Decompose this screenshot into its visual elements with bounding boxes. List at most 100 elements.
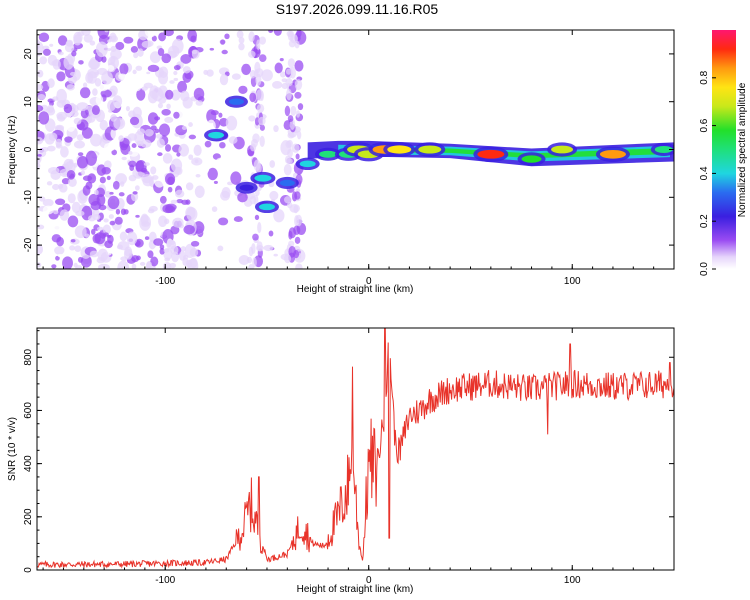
spectrogram-noise-cell (129, 185, 135, 191)
snr-xtick-label: 0 (366, 575, 372, 586)
spectrogram-noise-cell (67, 193, 76, 204)
colorbar-label: Normalized spectral amplitude (737, 82, 748, 217)
spectrogram-noise-cell (158, 32, 166, 42)
spectrogram-noise-cell (189, 247, 199, 257)
spectrogram-noise-cell (123, 209, 129, 215)
spectrogram-noise-cell (110, 114, 117, 122)
spectrogram-noise-cell (295, 153, 300, 160)
spectrogram-noise-cell (170, 158, 183, 173)
spectrogram-noise-cell (295, 214, 303, 227)
spectrogram-noise-cell (238, 42, 245, 51)
spectrogram-noise-cell (112, 180, 120, 190)
spectrogram-noise-cell (46, 181, 53, 186)
spectrogram-noise-cell (52, 96, 59, 101)
spectrogram-noise-cell (158, 215, 168, 228)
spectrogram-noise-cell (256, 241, 263, 252)
spectrogram-noise-cell (107, 195, 120, 210)
spectrogram-noise-cell (258, 54, 267, 63)
spectrogram-noise-cell (63, 103, 73, 114)
snr-chart: -100 0 100 0 200 400 600 800 Height of straight… (7, 327, 675, 595)
spectrogram-noise-cell (220, 39, 226, 45)
spectrogram-noise-cell (69, 71, 77, 77)
spectrogram-noise-cell (248, 115, 256, 122)
spectrogram-noise-cell (51, 264, 57, 269)
spectrogram-noise-cell (146, 261, 152, 269)
spectrogram-noise-cell (258, 116, 266, 126)
spectrogram-noise-cell (123, 36, 134, 44)
spectrogram-noise-cell (218, 112, 223, 118)
spectrogram-noise-cell (137, 48, 144, 57)
spectrogram-noise-cell (76, 102, 89, 112)
spectrogram-noise-cell (58, 51, 64, 56)
spectrogram-noise-cell (233, 216, 243, 223)
spectrogram-noise-cell (99, 176, 106, 184)
spectrogram-peak (208, 131, 225, 139)
spectrogram-noise-cell (132, 69, 137, 75)
spectrogram-noise-cell (103, 232, 109, 237)
spectrogram-noise-cell (104, 240, 113, 249)
spectrogram-noise-cell (37, 41, 44, 57)
spectrogram-noise-cell (169, 262, 177, 269)
spectrogram-noise-cell (85, 150, 97, 166)
spectrogram-noise-cell (173, 111, 180, 119)
spectrogram-noise-cell (263, 244, 274, 252)
spectrogram-noise-cell (249, 70, 256, 79)
spectrogram-noise-cell (43, 251, 54, 259)
spectrogram-xtick-label: 0 (366, 276, 372, 287)
spectrogram-noise-cell (48, 132, 58, 142)
spectrogram-noise-cell (82, 175, 93, 182)
spectrogram-noise-cell (119, 63, 129, 75)
spectrogram-noise-cell (56, 141, 61, 148)
spectrogram-ylabel: Frequency (Hz) (7, 116, 18, 185)
spectrogram-noise-cell (37, 154, 42, 157)
spectrogram-noise-cell (164, 116, 174, 124)
spectrogram-noise-cell (53, 209, 59, 215)
spectrogram-noise-cell (254, 61, 261, 74)
spectrogram-noise-cell (158, 123, 171, 137)
spectrogram-noise-cell (285, 140, 292, 149)
spectrogram-noise-cell (188, 134, 197, 140)
spectrogram-noise-cell (85, 72, 94, 84)
spectrogram-noise-cell (241, 63, 252, 76)
spectrogram-noise-cell (195, 174, 201, 178)
spectrogram-noise-cell (92, 88, 98, 96)
snr-ytick-label: 600 (23, 402, 34, 419)
spectrogram-peak (279, 179, 295, 187)
spectrogram-noise-cell (47, 54, 58, 66)
spectrogram-noise-cell (106, 175, 111, 181)
spectrogram-noise-cell (269, 190, 279, 201)
spectrogram-noise-cell (67, 215, 79, 228)
spectrogram-noise-cell (113, 117, 126, 130)
spectrogram-noise-cell (251, 243, 256, 254)
spectrogram-noise-cell (228, 136, 238, 144)
spectrogram-noise-cell (176, 152, 181, 157)
spectrogram-noise-cell (159, 195, 167, 204)
spectrogram-noise-cell (70, 239, 76, 243)
spectrogram-noise-cell (64, 43, 75, 53)
spectrogram-noise-cell (294, 91, 302, 99)
spectrogram-noise-cell (59, 209, 70, 221)
spectrogram-noise-cell (256, 162, 262, 174)
spectrogram-noise-cell (164, 218, 170, 225)
spectrogram-noise-cell (78, 60, 84, 65)
spectrogram-noise-cell (146, 71, 151, 75)
spectrogram-noise-cell (144, 128, 154, 137)
spectrogram-noise-cell (172, 217, 184, 228)
spectrogram-ytick-label: -10 (23, 190, 34, 205)
spectrogram-noise-cell (253, 194, 259, 206)
spectrogram-noise-cell (129, 116, 140, 126)
colorbar-gradient (712, 30, 736, 269)
spectrogram-noise-cell (296, 130, 302, 140)
spectrogram-noise-cell (156, 138, 165, 148)
spectrogram-noise-cell (80, 170, 86, 176)
spectrogram-noise-cell (121, 156, 127, 161)
spectrogram-noise-cell (115, 208, 121, 215)
spectrogram-noise-cell (74, 225, 87, 239)
spectrogram-noise-cell (224, 33, 230, 40)
spectrogram-noise-cell (297, 103, 304, 111)
spectrogram-noise-cell (159, 248, 165, 255)
spectrogram-noise-cell (213, 180, 218, 184)
spectrogram-noise-cell (294, 191, 301, 200)
spectrogram-noise-cell (56, 88, 67, 104)
